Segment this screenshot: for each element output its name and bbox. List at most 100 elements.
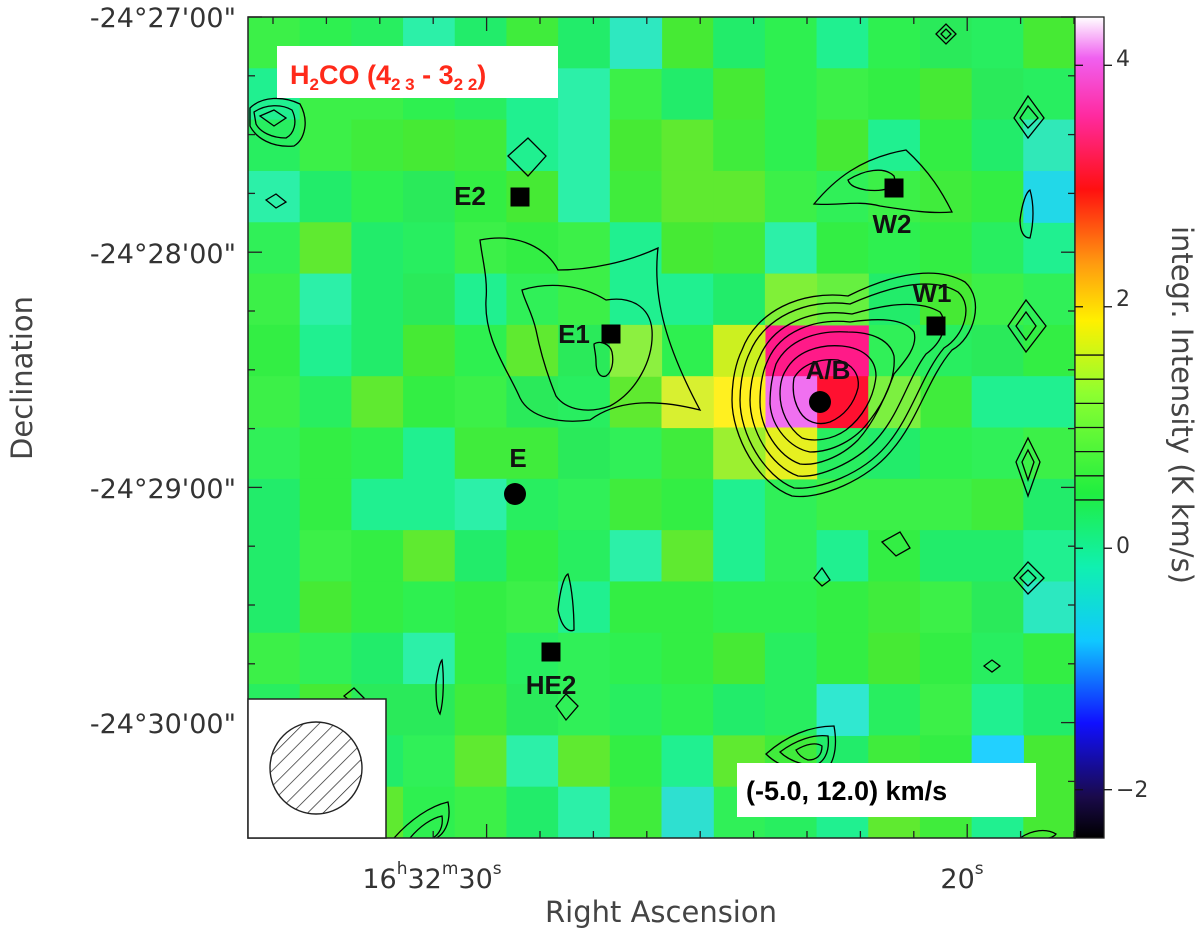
- map-cell: [351, 170, 404, 223]
- source-marker-he2: [541, 642, 561, 662]
- map-cell: [971, 478, 1024, 531]
- map-cell: [971, 17, 1024, 69]
- map-cell: [506, 376, 559, 429]
- contour-he2-small: [555, 693, 579, 722]
- map-cell: [299, 324, 352, 377]
- contour-e1-inner: [593, 341, 614, 378]
- map-cell: [248, 324, 301, 377]
- source-marker-w2: [884, 178, 904, 198]
- map-cell: [609, 478, 663, 531]
- map-cell: [558, 478, 611, 531]
- source-markers: E2 W2 W1 E1 A/B E HE2: [454, 178, 952, 700]
- map-cell: [248, 530, 301, 583]
- map-cell: [248, 222, 301, 275]
- map-cell: [1023, 684, 1075, 736]
- beam-inset: [247, 698, 387, 839]
- map-cell: [351, 581, 404, 634]
- contour-w2-outer: [812, 149, 954, 214]
- map-cell: [403, 273, 456, 326]
- map-cell: [713, 222, 766, 275]
- map-cell: [454, 324, 508, 377]
- map-cell: [764, 273, 818, 326]
- map-cell: [919, 427, 973, 480]
- source-marker-e1: [601, 324, 621, 344]
- map-cell: [506, 530, 559, 583]
- map-cell: [661, 170, 714, 223]
- map-cell: [299, 632, 352, 685]
- map-cell: [558, 170, 611, 223]
- map-cell: [609, 735, 663, 788]
- map-cell: [558, 684, 611, 736]
- map-cell: [506, 324, 559, 377]
- source-marker-w1: [926, 316, 946, 336]
- map-cell: [351, 324, 404, 377]
- map-cell: [403, 376, 456, 429]
- contour-left-small: [264, 193, 288, 209]
- map-cell: [713, 632, 766, 685]
- map-cell: [403, 581, 456, 634]
- map-cell: [248, 632, 301, 685]
- contour-right-1-inner: [1019, 104, 1039, 129]
- map-cell: [1023, 581, 1075, 634]
- map-cell: [661, 17, 714, 69]
- map-cell: [661, 324, 714, 377]
- map-cell: [764, 530, 818, 583]
- map-cell: [661, 376, 714, 429]
- y-axis-title: Declination: [5, 296, 39, 460]
- map-cell: [661, 786, 714, 838]
- map-cell: [609, 530, 663, 583]
- colorbar-tick-label: 2: [1116, 287, 1130, 312]
- map-cell: [403, 324, 456, 377]
- map-cell: [661, 581, 714, 634]
- source-marker-e2: [510, 187, 530, 207]
- map-cell: [506, 735, 559, 788]
- map-cell: [403, 119, 456, 172]
- contour-right-3-inner: [1015, 310, 1037, 342]
- beam-ellipse: [269, 721, 363, 815]
- map-cell: [868, 581, 921, 634]
- x-tick-label: 16h32m30s: [362, 859, 501, 895]
- map-cell: [868, 68, 921, 121]
- map-cell: [506, 581, 559, 634]
- map-cell: [299, 581, 352, 634]
- map-cell: [454, 478, 508, 531]
- map-cell: [713, 478, 766, 531]
- source-label-ab: A/B: [806, 355, 851, 385]
- molecule-label-box: H2CO (42 3 - 32 2): [277, 46, 558, 98]
- map-cell: [971, 273, 1024, 326]
- map-cell: [1023, 530, 1075, 583]
- map-cell: [919, 68, 973, 121]
- map-cell: [351, 119, 404, 172]
- map-cell: [661, 427, 714, 480]
- map-cell: [558, 427, 611, 480]
- y-tick-label: -24°28'00": [90, 239, 236, 270]
- map-cell: [816, 119, 869, 172]
- map-cell: [1023, 68, 1075, 121]
- contour-peak-3: [749, 303, 945, 477]
- map-cell: [351, 273, 404, 326]
- map-cell: [248, 376, 301, 429]
- map-cell: [713, 17, 766, 69]
- contour-right-4: [1015, 436, 1041, 498]
- map-cell: [971, 581, 1024, 634]
- map-cell: [403, 222, 456, 275]
- map-cell: [971, 376, 1024, 429]
- contour-left-elongated: [435, 658, 444, 716]
- map-cell: [971, 222, 1024, 275]
- map-cell: [403, 735, 456, 788]
- map-cell: [454, 786, 508, 838]
- contour-right-3: [1007, 298, 1047, 354]
- map-cell: [816, 632, 869, 685]
- map-cell: [971, 632, 1024, 685]
- map-cell: [454, 735, 508, 788]
- contour-he2-elongated: [557, 573, 575, 632]
- contour-peak-2: [739, 283, 967, 489]
- source-marker-e: [504, 483, 526, 505]
- map-cell: [971, 68, 1024, 121]
- map-cell: [713, 684, 766, 736]
- map-cell: [764, 119, 818, 172]
- map-cell: [403, 170, 456, 223]
- map-cell: [609, 581, 663, 634]
- map-cell: [1023, 17, 1075, 69]
- map-cell: [868, 478, 921, 531]
